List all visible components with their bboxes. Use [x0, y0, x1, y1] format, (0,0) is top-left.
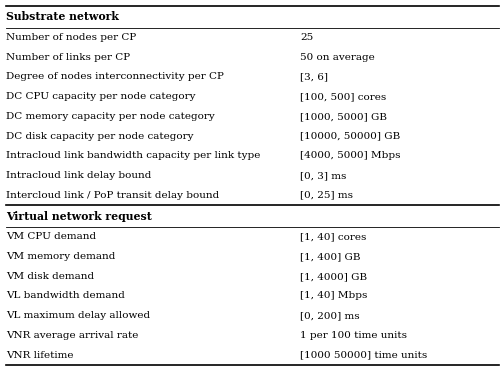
Text: Degree of nodes interconnectivity per CP: Degree of nodes interconnectivity per CP	[6, 72, 224, 81]
Text: Intercloud link / PoP transit delay bound: Intercloud link / PoP transit delay boun…	[6, 191, 219, 200]
Text: [0, 200] ms: [0, 200] ms	[300, 311, 359, 320]
Text: [0, 3] ms: [0, 3] ms	[300, 171, 346, 180]
Text: [10000, 50000] GB: [10000, 50000] GB	[300, 132, 400, 141]
Text: [100, 500] cores: [100, 500] cores	[300, 92, 386, 101]
Text: [1000 50000] time units: [1000 50000] time units	[300, 351, 427, 360]
Text: Virtual network request: Virtual network request	[6, 210, 152, 222]
Text: 25: 25	[300, 33, 313, 42]
Text: VL maximum delay allowed: VL maximum delay allowed	[6, 311, 150, 320]
Text: Number of nodes per CP: Number of nodes per CP	[6, 33, 136, 42]
Text: [0, 25] ms: [0, 25] ms	[300, 191, 353, 200]
Text: VNR average arrival rate: VNR average arrival rate	[6, 331, 139, 340]
Text: [1, 400] GB: [1, 400] GB	[300, 252, 360, 261]
Text: VM memory demand: VM memory demand	[6, 252, 115, 261]
Text: Substrate network: Substrate network	[6, 11, 119, 22]
Text: [1, 40] Mbps: [1, 40] Mbps	[300, 291, 367, 301]
Text: [1000, 5000] GB: [1000, 5000] GB	[300, 112, 387, 121]
Text: VM disk demand: VM disk demand	[6, 272, 94, 281]
Text: DC CPU capacity per node category: DC CPU capacity per node category	[6, 92, 196, 101]
Text: VL bandwidth demand: VL bandwidth demand	[6, 291, 125, 301]
Text: Number of links per CP: Number of links per CP	[6, 53, 130, 62]
Text: VNR lifetime: VNR lifetime	[6, 351, 74, 360]
Text: [4000, 5000] Mbps: [4000, 5000] Mbps	[300, 151, 400, 160]
Text: Intracloud link delay bound: Intracloud link delay bound	[6, 171, 151, 180]
Text: DC disk capacity per node category: DC disk capacity per node category	[6, 132, 194, 141]
Text: [3, 6]: [3, 6]	[300, 72, 328, 81]
Text: VM CPU demand: VM CPU demand	[6, 232, 96, 241]
Text: Intracloud link bandwidth capacity per link type: Intracloud link bandwidth capacity per l…	[6, 151, 261, 160]
Text: 50 on average: 50 on average	[300, 53, 374, 62]
Text: 1 per 100 time units: 1 per 100 time units	[300, 331, 407, 340]
Text: [1, 4000] GB: [1, 4000] GB	[300, 272, 367, 281]
Text: DC memory capacity per node category: DC memory capacity per node category	[6, 112, 215, 121]
Text: [1, 40] cores: [1, 40] cores	[300, 232, 366, 241]
